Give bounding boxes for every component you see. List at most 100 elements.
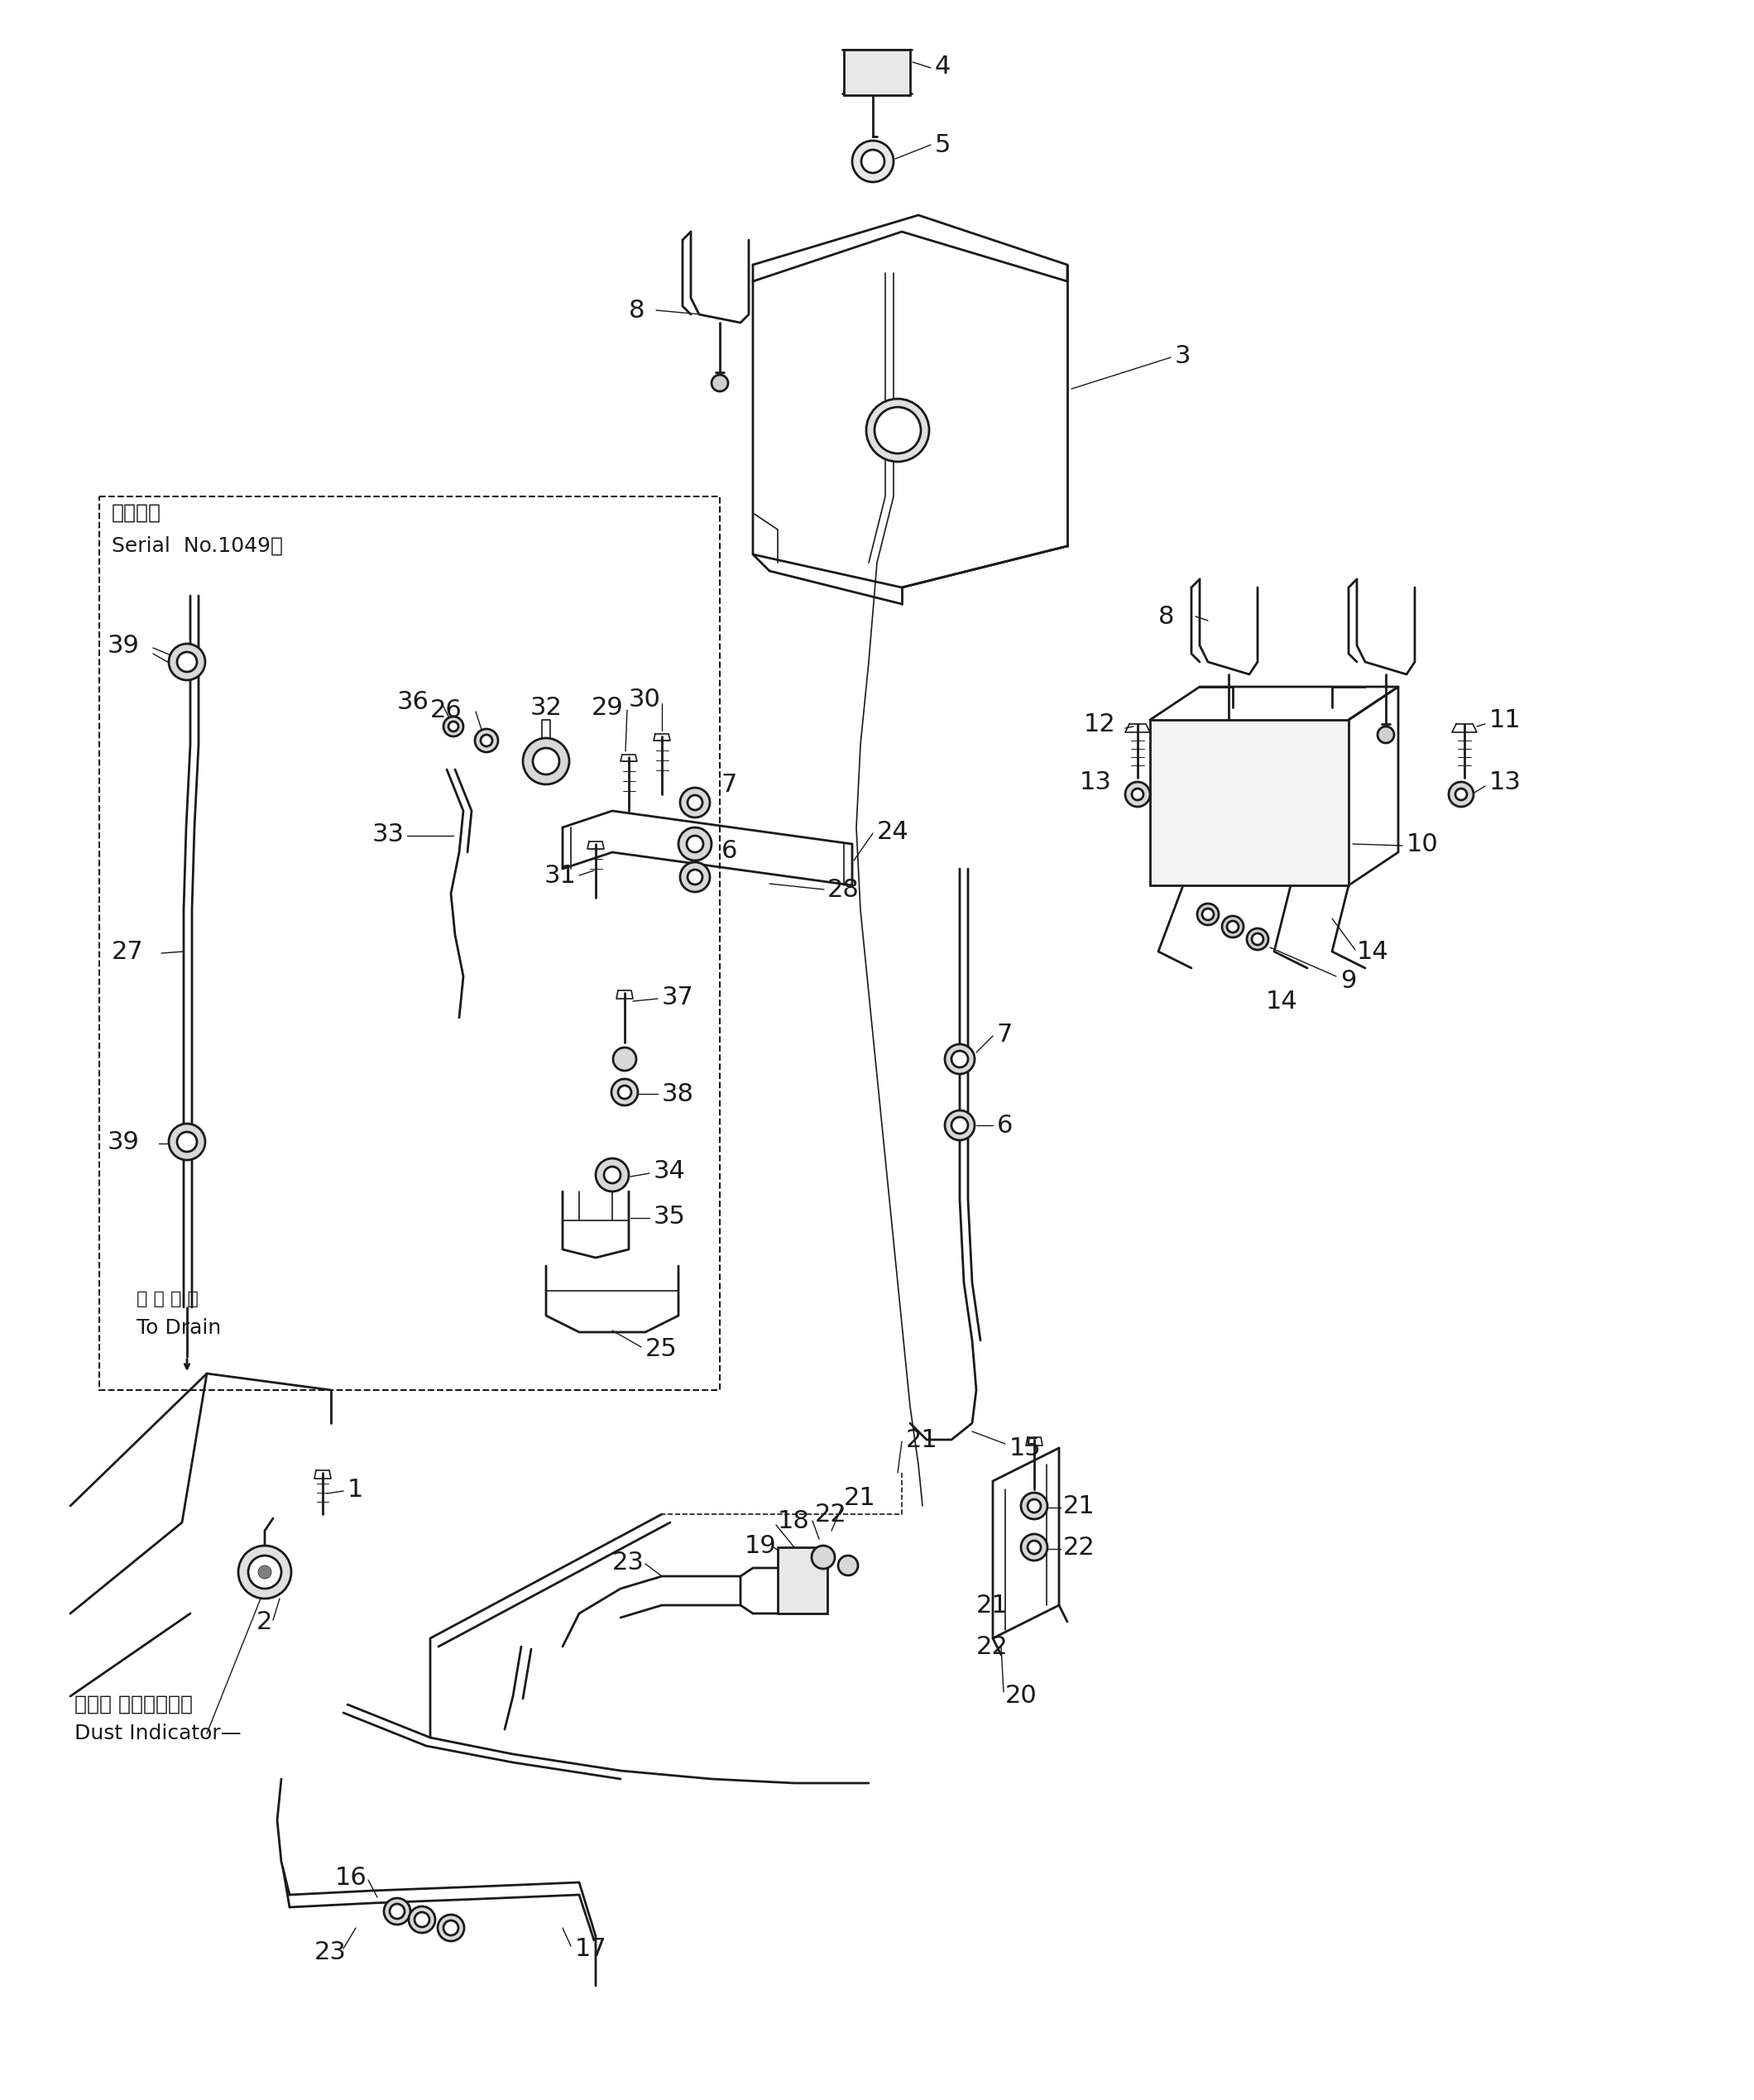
- Text: 13: 13: [1489, 771, 1521, 794]
- Circle shape: [177, 1132, 196, 1151]
- Text: 30: 30: [628, 687, 661, 712]
- Text: 21: 21: [844, 1485, 875, 1510]
- Circle shape: [533, 748, 560, 775]
- Circle shape: [168, 1124, 205, 1159]
- Text: 7: 7: [996, 1023, 1014, 1046]
- Text: 31: 31: [544, 863, 577, 888]
- Circle shape: [1028, 1499, 1040, 1512]
- Circle shape: [475, 729, 498, 752]
- Text: 12: 12: [1084, 712, 1116, 735]
- Text: 14: 14: [1358, 939, 1389, 964]
- Text: ダスト インジケータ: ダスト インジケータ: [74, 1695, 193, 1714]
- Text: 26: 26: [430, 697, 463, 722]
- Text: 33: 33: [372, 821, 405, 846]
- Bar: [1151, 720, 1349, 886]
- Circle shape: [1221, 727, 1237, 743]
- Circle shape: [679, 827, 712, 861]
- Text: 32: 32: [530, 695, 561, 720]
- Text: 16: 16: [335, 1867, 367, 1890]
- Text: 10: 10: [1407, 832, 1438, 857]
- Circle shape: [603, 1168, 621, 1182]
- Text: 9: 9: [1340, 968, 1356, 993]
- Circle shape: [1456, 788, 1466, 800]
- Text: 29: 29: [591, 695, 624, 720]
- Circle shape: [409, 1907, 435, 1932]
- Circle shape: [1252, 932, 1263, 945]
- Text: 23: 23: [314, 1940, 347, 1966]
- Text: 27: 27: [112, 939, 144, 964]
- Text: 22: 22: [816, 1501, 847, 1527]
- Circle shape: [617, 1086, 631, 1098]
- Text: 36: 36: [396, 689, 430, 714]
- Bar: [777, 1548, 828, 1613]
- Circle shape: [866, 399, 930, 462]
- Circle shape: [444, 1919, 458, 1936]
- Text: ト レ ン ナ: ト レ ン ナ: [137, 1291, 198, 1308]
- Circle shape: [523, 737, 570, 785]
- Circle shape: [1449, 781, 1473, 806]
- Circle shape: [1377, 727, 1394, 743]
- Text: 13: 13: [1080, 771, 1112, 794]
- Circle shape: [688, 796, 702, 811]
- Circle shape: [414, 1913, 430, 1928]
- Circle shape: [945, 1044, 975, 1073]
- Text: 7: 7: [721, 773, 737, 796]
- Circle shape: [875, 407, 921, 454]
- Circle shape: [177, 651, 196, 672]
- Circle shape: [1021, 1533, 1047, 1560]
- Text: 39: 39: [107, 1130, 140, 1153]
- Text: 23: 23: [612, 1550, 644, 1575]
- Circle shape: [168, 645, 205, 680]
- Text: Serial  No.1049～: Serial No.1049～: [112, 536, 282, 556]
- Text: 8: 8: [1158, 605, 1175, 628]
- Circle shape: [861, 149, 884, 172]
- Circle shape: [249, 1556, 281, 1590]
- Circle shape: [438, 1915, 465, 1940]
- Text: 1: 1: [347, 1478, 363, 1502]
- Circle shape: [712, 374, 728, 391]
- Circle shape: [384, 1898, 410, 1924]
- Circle shape: [852, 141, 893, 183]
- Text: 14: 14: [1266, 989, 1298, 1012]
- Circle shape: [481, 735, 493, 746]
- Text: 6: 6: [996, 1113, 1014, 1138]
- Text: 2: 2: [256, 1611, 272, 1634]
- Circle shape: [688, 869, 702, 884]
- Circle shape: [812, 1546, 835, 1569]
- Circle shape: [1228, 922, 1238, 932]
- Circle shape: [1021, 1493, 1047, 1518]
- Text: 39: 39: [107, 634, 140, 657]
- Circle shape: [444, 716, 463, 737]
- Circle shape: [614, 1048, 637, 1071]
- Text: 38: 38: [661, 1082, 695, 1107]
- Circle shape: [596, 1159, 628, 1191]
- Text: 21: 21: [977, 1594, 1009, 1617]
- Text: 21: 21: [907, 1428, 938, 1451]
- Text: 37: 37: [661, 985, 695, 1008]
- Text: 4: 4: [935, 55, 951, 78]
- Text: 28: 28: [828, 878, 859, 901]
- Text: 11: 11: [1489, 708, 1521, 733]
- Text: To Drain: To Drain: [137, 1319, 221, 1338]
- Circle shape: [681, 788, 710, 817]
- Bar: [100, 496, 719, 1390]
- Circle shape: [1126, 781, 1151, 806]
- Text: 21: 21: [1063, 1493, 1094, 1518]
- Text: 15: 15: [1009, 1436, 1042, 1459]
- Text: 24: 24: [877, 819, 909, 844]
- Text: 6: 6: [721, 838, 737, 863]
- Text: 34: 34: [654, 1159, 686, 1182]
- Text: 22: 22: [1063, 1535, 1094, 1560]
- Text: 17: 17: [575, 1936, 607, 1961]
- Circle shape: [239, 1546, 291, 1598]
- Circle shape: [688, 836, 703, 853]
- Text: 18: 18: [777, 1508, 810, 1533]
- Text: 適用号機: 適用号機: [112, 504, 161, 523]
- Circle shape: [1201, 909, 1214, 920]
- Text: 3: 3: [1175, 344, 1191, 367]
- Text: Dust Indicator—: Dust Indicator—: [74, 1724, 242, 1743]
- Circle shape: [612, 1079, 638, 1105]
- Circle shape: [838, 1556, 858, 1575]
- Text: 35: 35: [654, 1203, 686, 1228]
- Circle shape: [258, 1564, 272, 1579]
